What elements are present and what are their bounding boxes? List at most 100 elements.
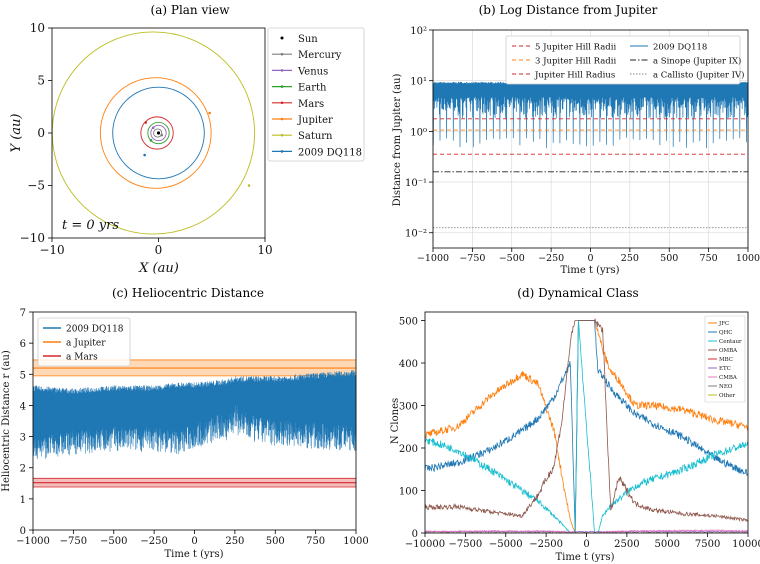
orbit-earth bbox=[147, 121, 170, 145]
body-mercury bbox=[160, 133, 163, 137]
legend-label-d: Centaur bbox=[719, 339, 742, 345]
legend-label-b: 3 Jupiter Hill Radii bbox=[535, 57, 616, 67]
legend-label-c: a Jupiter bbox=[66, 339, 106, 349]
annotation-a: t = 0 yrs bbox=[62, 218, 119, 233]
legend-label-d: ETC bbox=[719, 366, 731, 372]
xlabel-b: Time t (yrs) bbox=[560, 265, 619, 276]
orbit-jupiter bbox=[99, 77, 212, 189]
xtick-label-d: −5000 bbox=[489, 539, 523, 550]
xtick-label-d: −10000 bbox=[405, 539, 445, 550]
legend-box-d bbox=[704, 315, 746, 403]
xtick-label-c: 750 bbox=[306, 536, 325, 547]
legend-label-d: OMBA bbox=[719, 348, 738, 354]
series-omba-d bbox=[425, 318, 748, 523]
xtick-label-c: −500 bbox=[100, 536, 127, 547]
ytick-label-d: 300 bbox=[399, 402, 418, 413]
legend-label-b: 2009 DQ118 bbox=[653, 43, 707, 53]
panel-title-a: (a) Plan view bbox=[151, 3, 231, 17]
legend-box-b bbox=[505, 35, 741, 85]
legend-label-d: CMBA bbox=[719, 375, 738, 381]
ytick-label-d: 500 bbox=[399, 317, 418, 328]
legend-label-a: Venus bbox=[297, 66, 328, 77]
xtick-label-d: 5000 bbox=[655, 539, 680, 550]
ylabel-c: Heliocentric Distance r (au) bbox=[1, 350, 12, 492]
series-centaur-d bbox=[425, 320, 748, 533]
ytick-label-d: 400 bbox=[399, 359, 418, 370]
xtick-label-c: −750 bbox=[60, 536, 87, 547]
series-2009-dq118-c bbox=[32, 369, 357, 460]
xtick-label-b: −250 bbox=[538, 253, 564, 264]
legend-marker-a bbox=[280, 36, 284, 40]
legend-marker-a bbox=[280, 52, 284, 56]
ytick-label-c: 0 bbox=[20, 526, 26, 537]
legend-marker-a bbox=[280, 69, 284, 72]
ytick-label-b: 10⁰ bbox=[410, 127, 427, 138]
panel-title-d: (d) Dynamical Class bbox=[517, 286, 638, 300]
xtick-label-c: −250 bbox=[140, 536, 167, 547]
ytick-label-b: 10¹ bbox=[410, 77, 427, 88]
body-earth bbox=[149, 139, 153, 142]
legend-label-d: NEO bbox=[719, 384, 733, 390]
xtick-label-d: 2500 bbox=[614, 539, 639, 550]
legend-label-d: QHC bbox=[719, 330, 733, 336]
ytick-label-c: 3 bbox=[20, 433, 26, 444]
legend-marker-a bbox=[280, 117, 284, 121]
legend-label-a: Earth bbox=[298, 83, 327, 94]
xtick-label-b: 250 bbox=[621, 253, 639, 264]
ytick-label-a: −5 bbox=[27, 179, 45, 193]
panel-title-c: (c) Heliocentric Distance bbox=[112, 286, 264, 300]
xtick-label-a: 10 bbox=[257, 243, 272, 257]
series-2009-dq118-b bbox=[432, 81, 749, 149]
xtick-label-b: −500 bbox=[499, 253, 525, 264]
body-jupiter bbox=[208, 111, 211, 115]
legend-label-d: JFC bbox=[718, 321, 729, 327]
ytick-label-c: 2 bbox=[20, 464, 26, 475]
xtick-label-c: 0 bbox=[191, 536, 197, 547]
ytick-label-c: 5 bbox=[20, 370, 26, 381]
legend-label-a: Mars bbox=[298, 99, 324, 110]
xtick-label-b: 0 bbox=[587, 253, 593, 264]
legend-label-b: a Callisto (Jupiter IV) bbox=[653, 70, 744, 81]
legend-box-a bbox=[267, 27, 365, 162]
legend-label-a: 2009 DQ118 bbox=[298, 147, 362, 158]
ytick-label-b: 10⁻¹ bbox=[405, 178, 427, 189]
legend-marker-a bbox=[280, 101, 284, 105]
ytick-label-a: 0 bbox=[37, 126, 45, 140]
ytick-label-d: 100 bbox=[399, 487, 418, 498]
ytick-label-b: 10² bbox=[410, 26, 427, 37]
xlabel-a: X (au) bbox=[138, 261, 179, 276]
ytick-label-c: 6 bbox=[20, 339, 26, 350]
orbit-mars bbox=[140, 116, 174, 150]
ytick-label-a: 10 bbox=[30, 21, 45, 35]
panel-title-b: (b) Log Distance from Jupiter bbox=[479, 3, 658, 17]
orbit-venus bbox=[150, 124, 167, 142]
orbit-2009-dq118 bbox=[112, 86, 205, 180]
legend-label-c: a Mars bbox=[66, 353, 98, 363]
legend-label-d: MBC bbox=[719, 357, 733, 363]
xtick-label-b: −750 bbox=[459, 253, 485, 264]
legend-label-b: Jupiter Hill Radius bbox=[534, 71, 615, 81]
xtick-label-a: 0 bbox=[155, 243, 163, 257]
xtick-label-c: 1000 bbox=[343, 536, 368, 547]
body-saturn bbox=[247, 184, 251, 187]
ytick-label-a: 5 bbox=[37, 74, 45, 88]
legend-label-a: Mercury bbox=[298, 50, 342, 61]
xtick-label-a: −10 bbox=[39, 243, 64, 257]
xtick-label-d: −2500 bbox=[529, 539, 563, 550]
panel-a-plan-view: −10 0 10 −10 −5 0 5 10 X (au) Y (au) t = 0 yrs Sun M… bbox=[9, 21, 365, 276]
xtick-label-d: −7500 bbox=[448, 539, 482, 550]
xtick-label-d: 10000 bbox=[732, 539, 760, 550]
body-venus bbox=[151, 126, 155, 130]
ytick-label-c: 1 bbox=[20, 495, 26, 506]
xtick-label-c: 500 bbox=[266, 536, 285, 547]
legend-label-c: 2009 DQ118 bbox=[66, 325, 124, 335]
xtick-label-b: 750 bbox=[700, 253, 718, 264]
series-group-d bbox=[425, 318, 748, 533]
legend-marker-a bbox=[280, 85, 284, 88]
ytick-label-c: 4 bbox=[20, 401, 26, 412]
legend-label-a: Sun bbox=[298, 34, 318, 45]
body-2009-dq118 bbox=[143, 153, 146, 157]
xtick-label-d: 0 bbox=[583, 539, 589, 550]
body-mars bbox=[144, 121, 148, 124]
